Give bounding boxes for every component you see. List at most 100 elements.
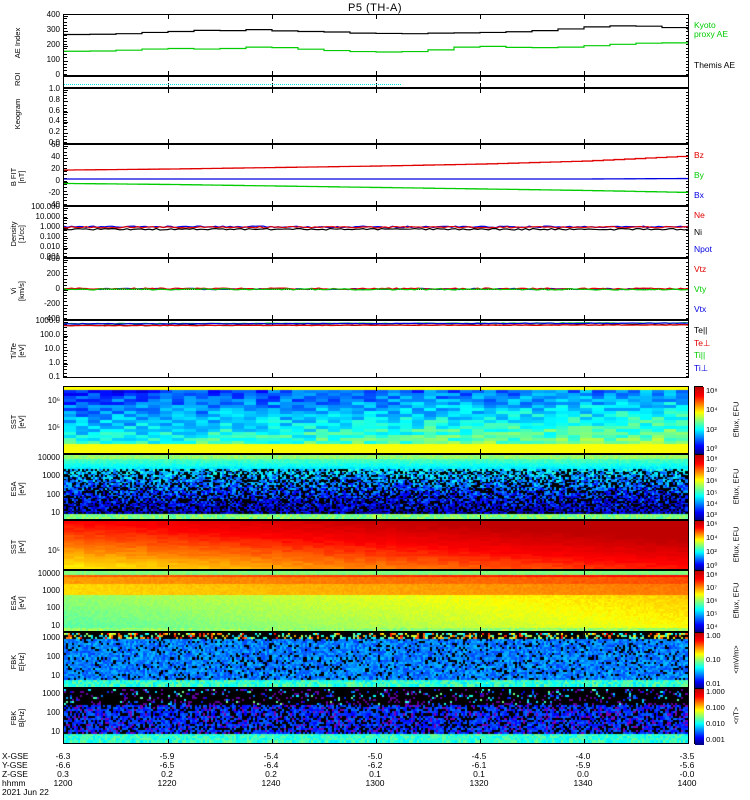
y-minor-tick [64,340,67,341]
y-minor-tick [64,181,67,182]
x-tick [376,83,377,87]
y-minor-tick [685,155,688,156]
y-minor-tick [685,376,688,377]
y-axis-label-keogram: Keogram [13,98,22,130]
y-minor-tick [64,298,67,299]
x-tick [272,565,273,569]
x-tick [376,565,377,569]
x-tick [272,207,273,211]
x-tick [480,83,481,87]
panel-esa-ion [63,570,689,632]
y-tick [64,228,68,229]
colorbar-tick-label: 10³ [706,509,717,519]
y-minor-tick [64,363,67,364]
colorbar-tick-label: 0.100 [706,703,725,713]
y-minor-tick [64,171,67,172]
axis-value-y-gse: -5.9 [575,760,591,770]
x-tick [584,571,585,575]
y-minor-tick [685,292,688,293]
x-tick [480,15,481,19]
x-tick [272,139,273,143]
spectrogram-sst-ion [64,521,688,569]
x-tick [272,515,273,519]
x-tick [376,259,377,263]
y-minor-tick [64,337,67,338]
y-minor-tick [685,25,688,26]
x-tick [376,315,377,319]
y-minor-tick [64,360,67,361]
y-minor-tick [685,123,688,124]
x-tick [376,683,377,687]
y-minor-tick [685,38,688,39]
x-tick [480,521,481,525]
x-tick [272,571,273,575]
y-minor-tick [64,282,67,283]
axis-value-time: 1320 [469,778,489,788]
colorbar-tick-label: 1.000 [706,687,725,697]
x-tick [584,15,585,19]
colorbar-gradient [695,455,704,521]
axis-value-z-gse: -0.0 [679,769,695,779]
x-tick [480,315,481,319]
y-minor-tick [685,301,688,302]
x-tick [168,89,169,93]
plot-area-esa-electron [64,455,688,519]
x-tick [480,253,481,257]
y-minor-tick [64,230,67,231]
y-tick-label: 0.2 [48,127,60,137]
y-tick [64,112,68,113]
y-minor-tick [685,282,688,283]
y-minor-tick [64,187,67,188]
spectrogram-sst-electron [64,387,688,453]
axis-value-x-gse: -4.0 [575,751,591,761]
colorbar-gradient [695,521,704,571]
y-tick-label: -20 [48,187,60,197]
y-minor-tick [64,223,67,224]
y-minor-tick [685,353,688,354]
colorbar-tick-label: 10⁶ [706,476,718,486]
y-minor-tick [685,314,688,315]
y-minor-tick [685,327,688,328]
y-minor-tick [64,120,67,121]
y-minor-tick [685,240,688,241]
y-minor-tick [685,308,688,309]
x-tick [168,739,169,743]
y-minor-tick [685,51,688,52]
y-minor-tick [64,292,67,293]
panel-density [63,206,689,258]
axis-value-time: 1300 [365,778,385,788]
y-minor-tick [685,230,688,231]
legend-label: Vty [694,284,707,294]
y-minor-tick [685,246,688,247]
axis-value-y-gse: -6.4 [263,760,279,770]
colorbar-tick-label: 10⁴ [706,533,718,542]
colorbar-gradient [695,633,704,689]
colorbar-tick-label: 10⁶ [706,519,718,528]
y-minor-tick [64,184,67,185]
y-minor-tick [685,108,688,109]
y-minor-tick [64,331,67,332]
colorbar-title: Eflux, EFU [731,401,741,438]
y-tick [64,364,68,365]
y-minor-tick [64,350,67,351]
x-tick [584,259,585,263]
x-tick [480,71,481,75]
x-tick [272,77,273,81]
y-tick-label: 10 [51,670,60,680]
legend-label: Ti|| [694,350,706,361]
plot-area-esa-ion [64,571,688,631]
y-minor-tick [64,204,67,205]
y-tick-label: 100 [46,603,60,613]
y-minor-tick [64,101,67,102]
y-tick-label: 10 [51,620,60,630]
y-tick-label: 10000 [37,452,60,462]
y-tick-label: 1.000 [39,222,60,231]
y-tick-label: 0.010 [39,241,60,251]
x-tick [480,515,481,519]
x-tick [376,207,377,211]
y-minor-tick [685,366,688,367]
legend-label: Vtx [694,303,707,314]
x-tick [584,387,585,391]
axis-value-y-gse: -6.6 [55,760,71,770]
y-minor-tick [64,318,67,319]
